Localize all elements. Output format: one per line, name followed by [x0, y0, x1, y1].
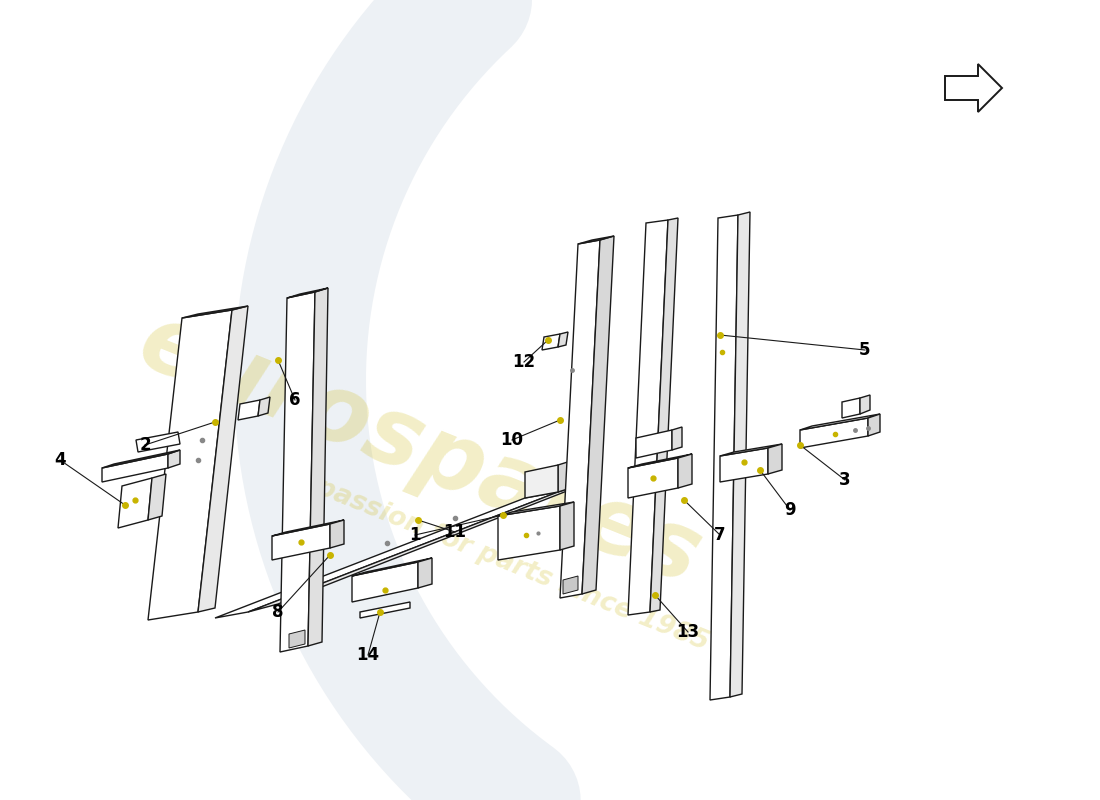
- Polygon shape: [730, 212, 750, 697]
- Text: 14: 14: [356, 646, 380, 664]
- Polygon shape: [558, 455, 590, 492]
- Polygon shape: [628, 454, 692, 468]
- Polygon shape: [650, 218, 678, 612]
- Polygon shape: [542, 334, 560, 350]
- Text: 13: 13: [676, 623, 700, 641]
- Text: 2: 2: [140, 436, 151, 454]
- Text: 7: 7: [714, 526, 726, 544]
- Polygon shape: [182, 306, 248, 318]
- Polygon shape: [308, 288, 328, 646]
- Polygon shape: [136, 432, 180, 452]
- Polygon shape: [289, 630, 305, 648]
- Text: 3: 3: [839, 471, 850, 489]
- Polygon shape: [768, 444, 782, 474]
- Polygon shape: [118, 478, 152, 528]
- Polygon shape: [198, 306, 248, 612]
- Text: 11: 11: [443, 523, 466, 541]
- Polygon shape: [498, 506, 560, 560]
- Polygon shape: [628, 458, 678, 498]
- Polygon shape: [800, 418, 868, 448]
- Text: 9: 9: [784, 501, 795, 519]
- Polygon shape: [102, 454, 168, 482]
- Polygon shape: [720, 444, 782, 456]
- Polygon shape: [582, 236, 614, 594]
- Polygon shape: [563, 576, 578, 594]
- Polygon shape: [558, 332, 568, 347]
- Polygon shape: [800, 414, 880, 430]
- Polygon shape: [360, 602, 410, 618]
- Polygon shape: [238, 400, 260, 420]
- Polygon shape: [672, 427, 682, 450]
- Polygon shape: [272, 520, 344, 536]
- Polygon shape: [214, 492, 558, 618]
- Polygon shape: [148, 310, 232, 620]
- Polygon shape: [102, 450, 180, 468]
- Text: 4: 4: [54, 451, 66, 469]
- Polygon shape: [287, 288, 328, 298]
- Polygon shape: [678, 454, 692, 488]
- Polygon shape: [945, 64, 1002, 112]
- Polygon shape: [560, 240, 600, 598]
- Polygon shape: [330, 520, 344, 548]
- Polygon shape: [168, 450, 180, 468]
- Polygon shape: [860, 395, 870, 414]
- Polygon shape: [578, 236, 614, 244]
- Polygon shape: [720, 448, 768, 482]
- Polygon shape: [710, 215, 738, 700]
- Polygon shape: [868, 414, 880, 436]
- Polygon shape: [628, 220, 668, 615]
- Text: eurospares: eurospares: [125, 295, 714, 605]
- Polygon shape: [148, 474, 166, 520]
- Polygon shape: [352, 558, 432, 576]
- Text: 1: 1: [409, 526, 420, 544]
- Polygon shape: [418, 558, 432, 588]
- Polygon shape: [248, 482, 590, 612]
- Polygon shape: [498, 502, 574, 516]
- Text: 8: 8: [273, 603, 284, 621]
- Text: 5: 5: [859, 341, 871, 359]
- Polygon shape: [842, 398, 860, 418]
- Text: a passion for parts since 1985: a passion for parts since 1985: [287, 464, 713, 656]
- Polygon shape: [258, 397, 270, 416]
- Polygon shape: [280, 292, 315, 652]
- Polygon shape: [560, 502, 574, 550]
- Text: 12: 12: [513, 353, 536, 371]
- Text: 10: 10: [500, 431, 524, 449]
- Polygon shape: [525, 465, 558, 498]
- Polygon shape: [352, 562, 418, 602]
- Polygon shape: [636, 430, 672, 458]
- Polygon shape: [272, 524, 330, 560]
- Text: 6: 6: [289, 391, 300, 409]
